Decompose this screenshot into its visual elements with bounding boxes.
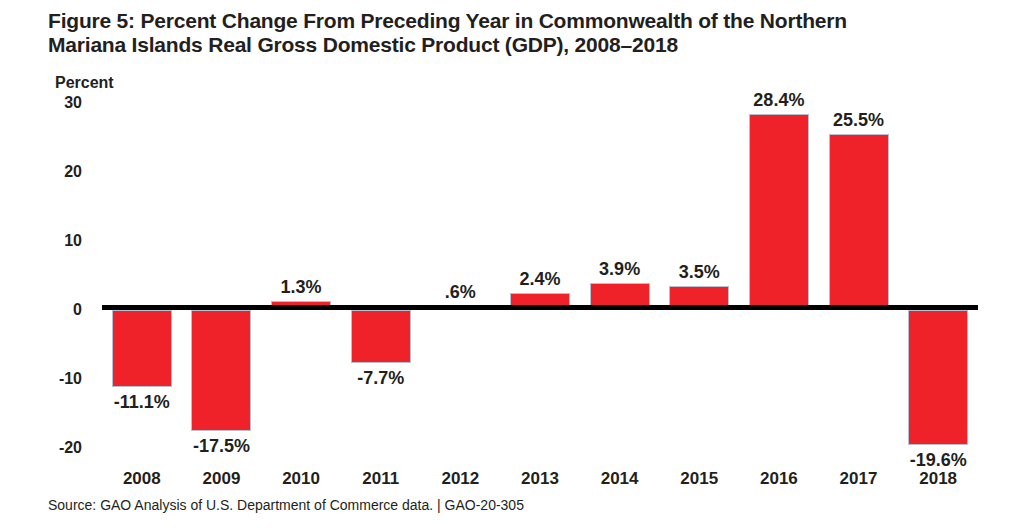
ytick-10: 10 [32,231,82,251]
bar-value-label-2016: 28.4% [727,89,831,111]
ytick-0: 0 [32,300,82,320]
ytick-20: 20 [32,162,82,182]
bar-value-label-2017: 25.5% [807,109,911,131]
bar-value-label-2015: 3.5% [647,261,751,283]
bar-value-label-2009: -17.5% [170,435,274,457]
xtick-2010: 2010 [261,468,341,490]
figure-title-line2: Mariana Islands Real Gross Domestic Prod… [48,33,847,57]
zero-baseline [102,305,978,310]
ytick--10: -10 [32,369,82,389]
bar-2011 [351,310,411,363]
xtick-2018: 2018 [898,468,978,490]
bar-2017 [829,134,889,310]
xtick-2008: 2008 [102,468,182,490]
ytick-30: 30 [32,93,82,113]
figure-title-line1: Figure 5: Percent Change From Preceding … [48,9,847,33]
source-note: Source: GAO Analysis of U.S. Department … [48,497,524,513]
figure-title: Figure 5: Percent Change From Preceding … [48,9,847,57]
bar-2018 [908,310,968,445]
xtick-2016: 2016 [739,468,819,490]
bar-2008 [112,310,172,387]
xtick-2017: 2017 [819,468,899,490]
xtick-2015: 2015 [659,468,739,490]
bar-value-label-2008: -11.1% [90,391,194,413]
chart-plot-area: -11.1%2008-17.5%20091.3%2010-7.7%2011.6%… [102,100,978,480]
bar-2009 [191,310,251,431]
xtick-2009: 2009 [182,468,262,490]
y-axis-ticks: 30 20 10 0 -10 -20 [32,0,82,528]
bar-value-label-2010: 1.3% [249,276,353,298]
bar-2016 [749,114,809,310]
xtick-2013: 2013 [500,468,580,490]
xtick-2014: 2014 [580,468,660,490]
xtick-2011: 2011 [341,468,421,490]
bar-value-label-2011: -7.7% [329,367,433,389]
xtick-2012: 2012 [421,468,501,490]
ytick--20: -20 [32,438,82,458]
